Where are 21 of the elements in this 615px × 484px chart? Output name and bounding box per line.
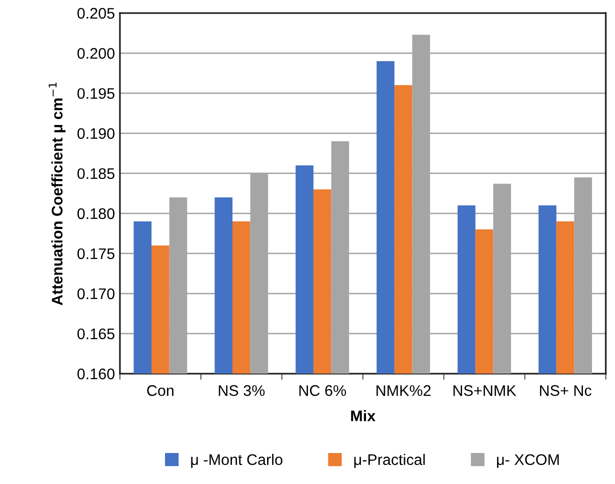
legend-label: μ- XCOM	[497, 454, 559, 468]
y-tick-label: 0.185	[77, 168, 114, 180]
x-axis-title: Mix	[351, 410, 376, 422]
y-axis-title: Attenuation Coefficient μ cm$^{−1}$	[48, 82, 66, 306]
x-tick-label: Con	[147, 385, 174, 396]
y-tick-label: 0.195	[77, 88, 114, 99]
x-tick-label: NC 6%	[299, 385, 346, 396]
x-tick-label: NS 3%	[218, 385, 265, 396]
y-tick-label: 0.175	[77, 248, 114, 260]
y-tick-label: 0.180	[77, 208, 114, 220]
x-tick-label: NS+ Nc	[540, 385, 592, 396]
y-tick-label: 0.205	[77, 8, 114, 19]
y-tick-label: 0.165	[77, 328, 114, 340]
y-tick-label: 0.170	[77, 288, 114, 300]
legend-label: μ -Mont Carlo	[191, 454, 282, 468]
y-tick-label: 0.200	[77, 48, 114, 59]
legend-label: μ-Practical	[354, 454, 425, 468]
y-tick-label: 0.160	[77, 368, 114, 380]
x-tick-label: NS+NMK	[454, 385, 516, 396]
x-tick-label: NMK%2	[376, 385, 431, 396]
y-tick-label: 0.190	[77, 128, 114, 139]
